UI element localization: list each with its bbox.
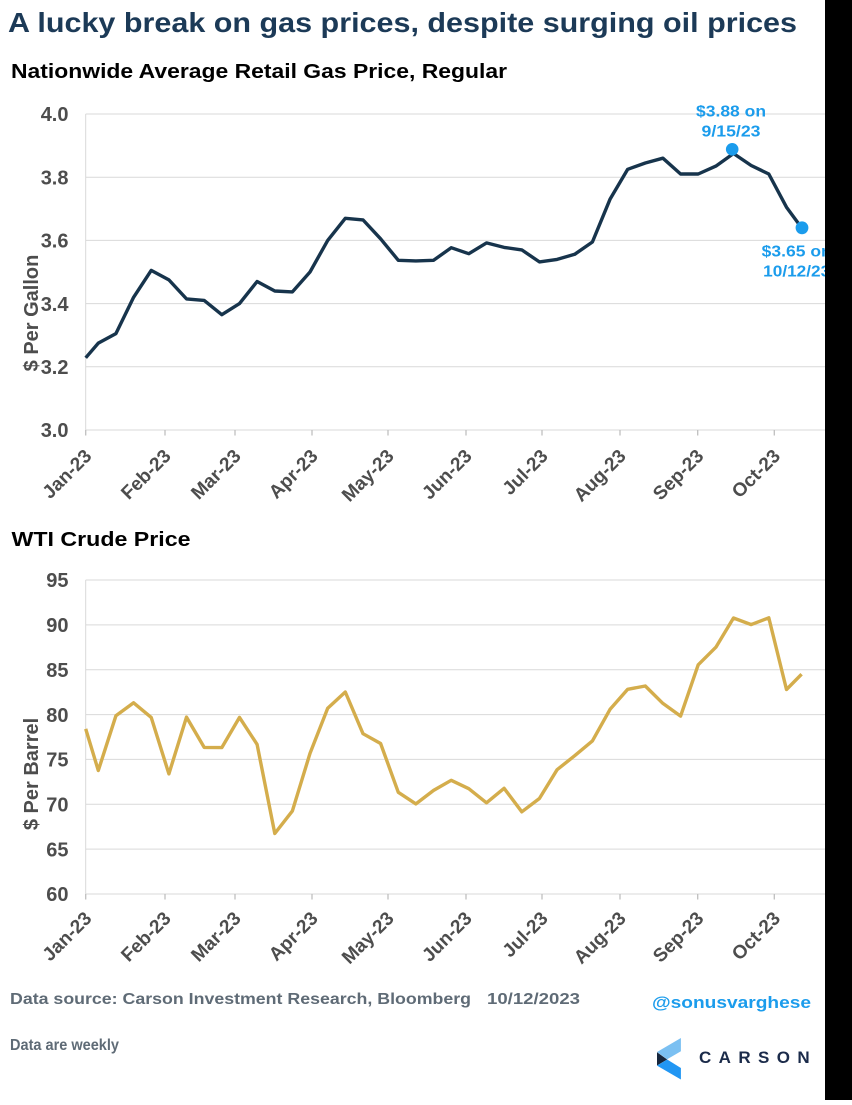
svg-text:$ Per Barrel: $ Per Barrel xyxy=(21,718,43,830)
svg-text:4.0: 4.0 xyxy=(41,104,69,126)
svg-text:3.0: 3.0 xyxy=(41,420,69,442)
svg-text:3.2: 3.2 xyxy=(41,357,69,379)
svg-text:$ Per Gallon: $ Per Gallon xyxy=(21,255,43,372)
svg-text:CARSON: CARSON xyxy=(699,1048,817,1067)
svg-text:Data source: Carson Investment: Data source: Carson Investment Research,… xyxy=(10,991,471,1008)
svg-text:3.6: 3.6 xyxy=(41,231,69,253)
svg-text:WTI Crude Price: WTI Crude Price xyxy=(12,528,191,551)
svg-text:65: 65 xyxy=(46,839,68,861)
svg-text:90: 90 xyxy=(46,615,68,637)
svg-text:Data are weekly: Data are weekly xyxy=(10,1037,119,1054)
svg-text:60: 60 xyxy=(46,884,68,906)
svg-text:95: 95 xyxy=(46,570,68,592)
svg-text:@sonusvarghese: @sonusvarghese xyxy=(652,993,811,1012)
svg-text:3.8: 3.8 xyxy=(41,167,69,189)
svg-text:10/12/23: 10/12/23 xyxy=(763,263,830,280)
svg-text:A lucky break on gas prices, d: A lucky break on gas prices, despite sur… xyxy=(8,7,797,38)
svg-text:70: 70 xyxy=(46,795,68,817)
svg-text:$3.88 on: $3.88 on xyxy=(696,104,766,121)
svg-text:9/15/23: 9/15/23 xyxy=(702,124,761,141)
svg-text:75: 75 xyxy=(46,750,68,772)
svg-text:$3.65 on: $3.65 on xyxy=(762,244,832,261)
svg-text:3.4: 3.4 xyxy=(41,294,70,316)
svg-text:80: 80 xyxy=(46,705,68,727)
svg-text:10/12/2023: 10/12/2023 xyxy=(487,991,580,1008)
svg-text:Nationwide Average Retail Gas: Nationwide Average Retail Gas Price, Reg… xyxy=(11,60,507,83)
svg-text:85: 85 xyxy=(46,660,68,682)
